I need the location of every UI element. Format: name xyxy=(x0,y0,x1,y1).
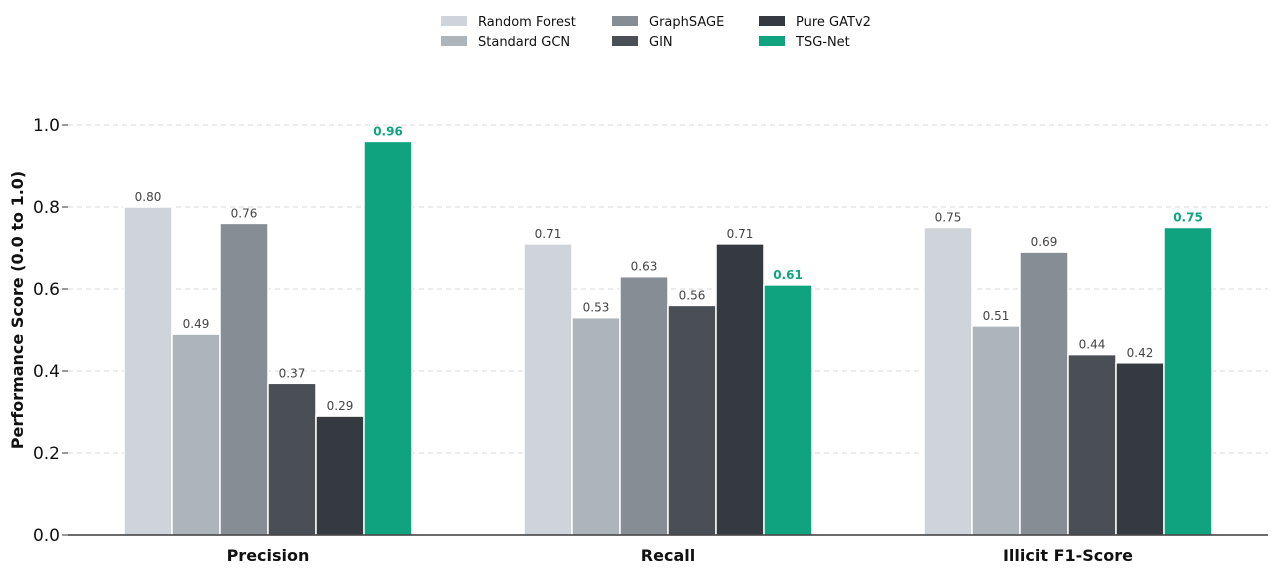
bar-value-label: 0.96 xyxy=(373,124,403,138)
x-category-label: Illicit F1-Score xyxy=(1003,546,1133,565)
bar xyxy=(619,275,669,536)
bar xyxy=(219,222,269,536)
bar-value-label: 0.71 xyxy=(727,227,754,241)
legend-swatch xyxy=(441,16,467,26)
bar-value-label: 0.56 xyxy=(679,288,706,302)
bar-value-label: 0.61 xyxy=(773,268,803,282)
bar xyxy=(923,226,973,536)
y-tick-label: 0.6 xyxy=(33,280,60,300)
bar xyxy=(1019,251,1069,536)
bar xyxy=(171,333,221,536)
y-tick-label: 0.8 xyxy=(33,198,60,218)
bar-value-label: 0.53 xyxy=(583,301,610,315)
bar xyxy=(667,304,717,536)
legend-swatch xyxy=(759,16,785,26)
value-labels-layer: 0.80 0.49 0.76 0.37 0.29 0.96 0.71 0.53 0.63 0.56… xyxy=(135,124,1203,413)
bar-value-label: 0.44 xyxy=(1079,338,1106,352)
legend-label: Standard GCN xyxy=(478,35,570,50)
bar xyxy=(971,325,1021,536)
bar-value-label: 0.51 xyxy=(983,309,1010,323)
x-category-label: Recall xyxy=(641,546,695,565)
y-axis-title: Performance Score (0.0 to 1.0) xyxy=(8,171,27,449)
bar-value-label: 0.29 xyxy=(327,399,354,413)
legend-label: Random Forest xyxy=(478,15,576,30)
legend-label: TSG-Net xyxy=(795,35,850,50)
bar-value-label: 0.75 xyxy=(1173,211,1203,225)
bar-value-label: 0.63 xyxy=(631,260,658,274)
legend-label: GraphSAGE xyxy=(649,15,724,30)
y-tick-label: 0.4 xyxy=(33,362,60,382)
y-tick-label: 0.2 xyxy=(33,444,60,464)
bar-value-label: 0.37 xyxy=(279,366,306,380)
bar xyxy=(123,206,173,536)
y-tick-label: 0.0 xyxy=(33,526,60,546)
bar xyxy=(763,284,813,536)
bar-value-label: 0.76 xyxy=(231,206,258,220)
y-tick-label: 1.0 xyxy=(33,116,60,136)
bars-layer xyxy=(123,140,1213,536)
bar xyxy=(1067,353,1117,536)
bar xyxy=(363,140,413,536)
legend-swatch xyxy=(612,16,638,26)
bar-value-label: 0.71 xyxy=(535,227,562,241)
legend-swatch xyxy=(612,36,638,46)
bar xyxy=(523,243,573,536)
legend-swatch xyxy=(441,36,467,46)
bar-value-label: 0.42 xyxy=(1127,346,1154,360)
bar xyxy=(267,382,317,536)
legend-swatch xyxy=(759,36,785,46)
axis-layer: 0.0 0.2 0.4 0.6 0.8 1.0 Precision Recall Illicit… xyxy=(33,116,1268,565)
bar-value-label: 0.69 xyxy=(1031,235,1058,249)
bar xyxy=(315,415,365,536)
legend-label: GIN xyxy=(649,35,673,50)
bar xyxy=(715,243,765,536)
bar xyxy=(1163,226,1213,536)
legend: Random Forest Standard GCN GraphSAGE GIN Pur… xyxy=(441,15,871,50)
legend-label: Pure GATv2 xyxy=(796,15,871,30)
bar-value-label: 0.75 xyxy=(935,211,962,225)
x-category-label: Precision xyxy=(227,546,310,565)
bar xyxy=(1115,362,1165,536)
bar-value-label: 0.49 xyxy=(183,317,210,331)
bar xyxy=(571,316,621,536)
bar-value-label: 0.80 xyxy=(135,190,162,204)
